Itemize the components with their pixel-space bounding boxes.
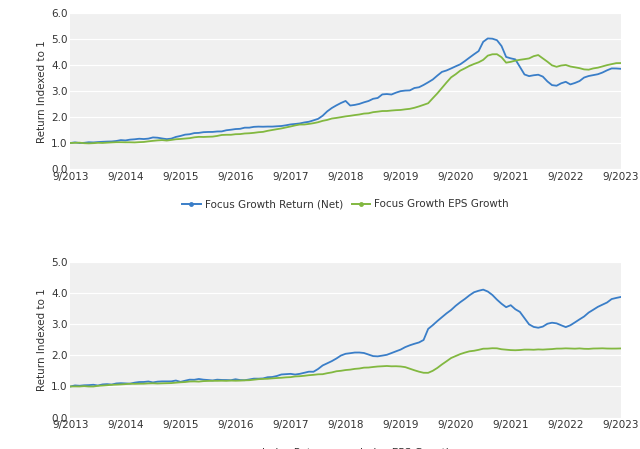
Legend: Focus Growth Return (Net), Focus Growth EPS Growth: Focus Growth Return (Net), Focus Growth …: [178, 195, 513, 213]
Legend: Index Return, Index EPS Growth: Index Return, Index EPS Growth: [235, 444, 456, 449]
Y-axis label: Return Indexed to 1: Return Indexed to 1: [37, 40, 47, 142]
Y-axis label: Return Indexed to 1: Return Indexed to 1: [37, 289, 47, 391]
